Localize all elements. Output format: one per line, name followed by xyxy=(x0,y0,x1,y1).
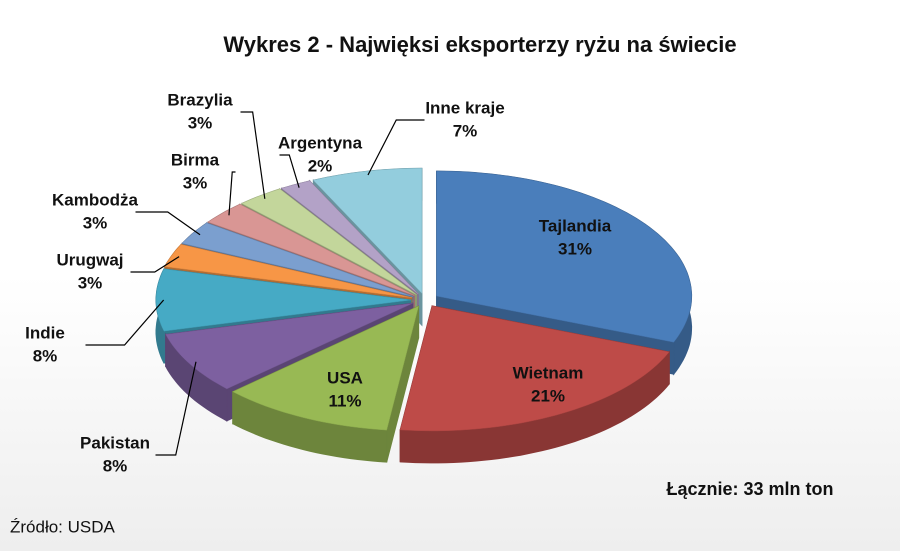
pie xyxy=(155,167,693,464)
chart-title: Wykres 2 - Najwięksi eksporterzy ryżu na… xyxy=(223,32,736,57)
slice-label: Wietnam xyxy=(513,363,584,382)
slice-label: USA xyxy=(327,368,363,387)
value-label: 2% xyxy=(308,156,333,175)
slice-label: Indie xyxy=(25,323,65,342)
leader-line xyxy=(240,111,266,199)
leader-line xyxy=(367,119,425,176)
slice-label: Urugwaj xyxy=(56,250,123,269)
annotation: Łącznie: 33 mln ton xyxy=(666,479,833,499)
slice-label: Pakistan xyxy=(80,433,150,452)
leader-line xyxy=(228,171,236,216)
value-label: 3% xyxy=(78,273,103,292)
slice-label: Birma xyxy=(171,150,220,169)
value-label: 8% xyxy=(33,346,58,365)
value-label: 21% xyxy=(531,386,565,405)
slice xyxy=(155,268,412,332)
leader-line xyxy=(135,211,201,236)
value-label: 7% xyxy=(453,121,478,140)
slice xyxy=(399,305,670,432)
slice-label: Inne kraje xyxy=(425,98,504,117)
value-label: 3% xyxy=(183,173,208,192)
slice xyxy=(165,303,413,390)
slice xyxy=(312,168,423,294)
slice xyxy=(241,188,417,295)
slice xyxy=(232,305,419,431)
value-label: 3% xyxy=(83,213,108,232)
value-label: 3% xyxy=(188,113,213,132)
source: Źródło: USDA xyxy=(10,517,116,536)
slice xyxy=(181,222,413,297)
slice-label: Brazylia xyxy=(167,90,233,109)
slice-label: Kambodża xyxy=(52,190,139,209)
labels: Tajlandia 31% Wietnam 21% USA 11% Pakistan 8% In… xyxy=(25,90,612,475)
slice-label: Argentyna xyxy=(278,133,363,152)
leader-line xyxy=(85,299,165,346)
slice xyxy=(436,170,692,343)
leader-line xyxy=(155,361,197,456)
value-label: 31% xyxy=(558,239,592,258)
leader-line xyxy=(130,256,180,273)
leader-line xyxy=(279,154,300,188)
value-label: 11% xyxy=(328,391,361,410)
slice-label: Tajlandia xyxy=(539,216,612,235)
slice xyxy=(281,180,419,295)
slice xyxy=(207,204,415,296)
value-label: 8% xyxy=(103,456,128,475)
